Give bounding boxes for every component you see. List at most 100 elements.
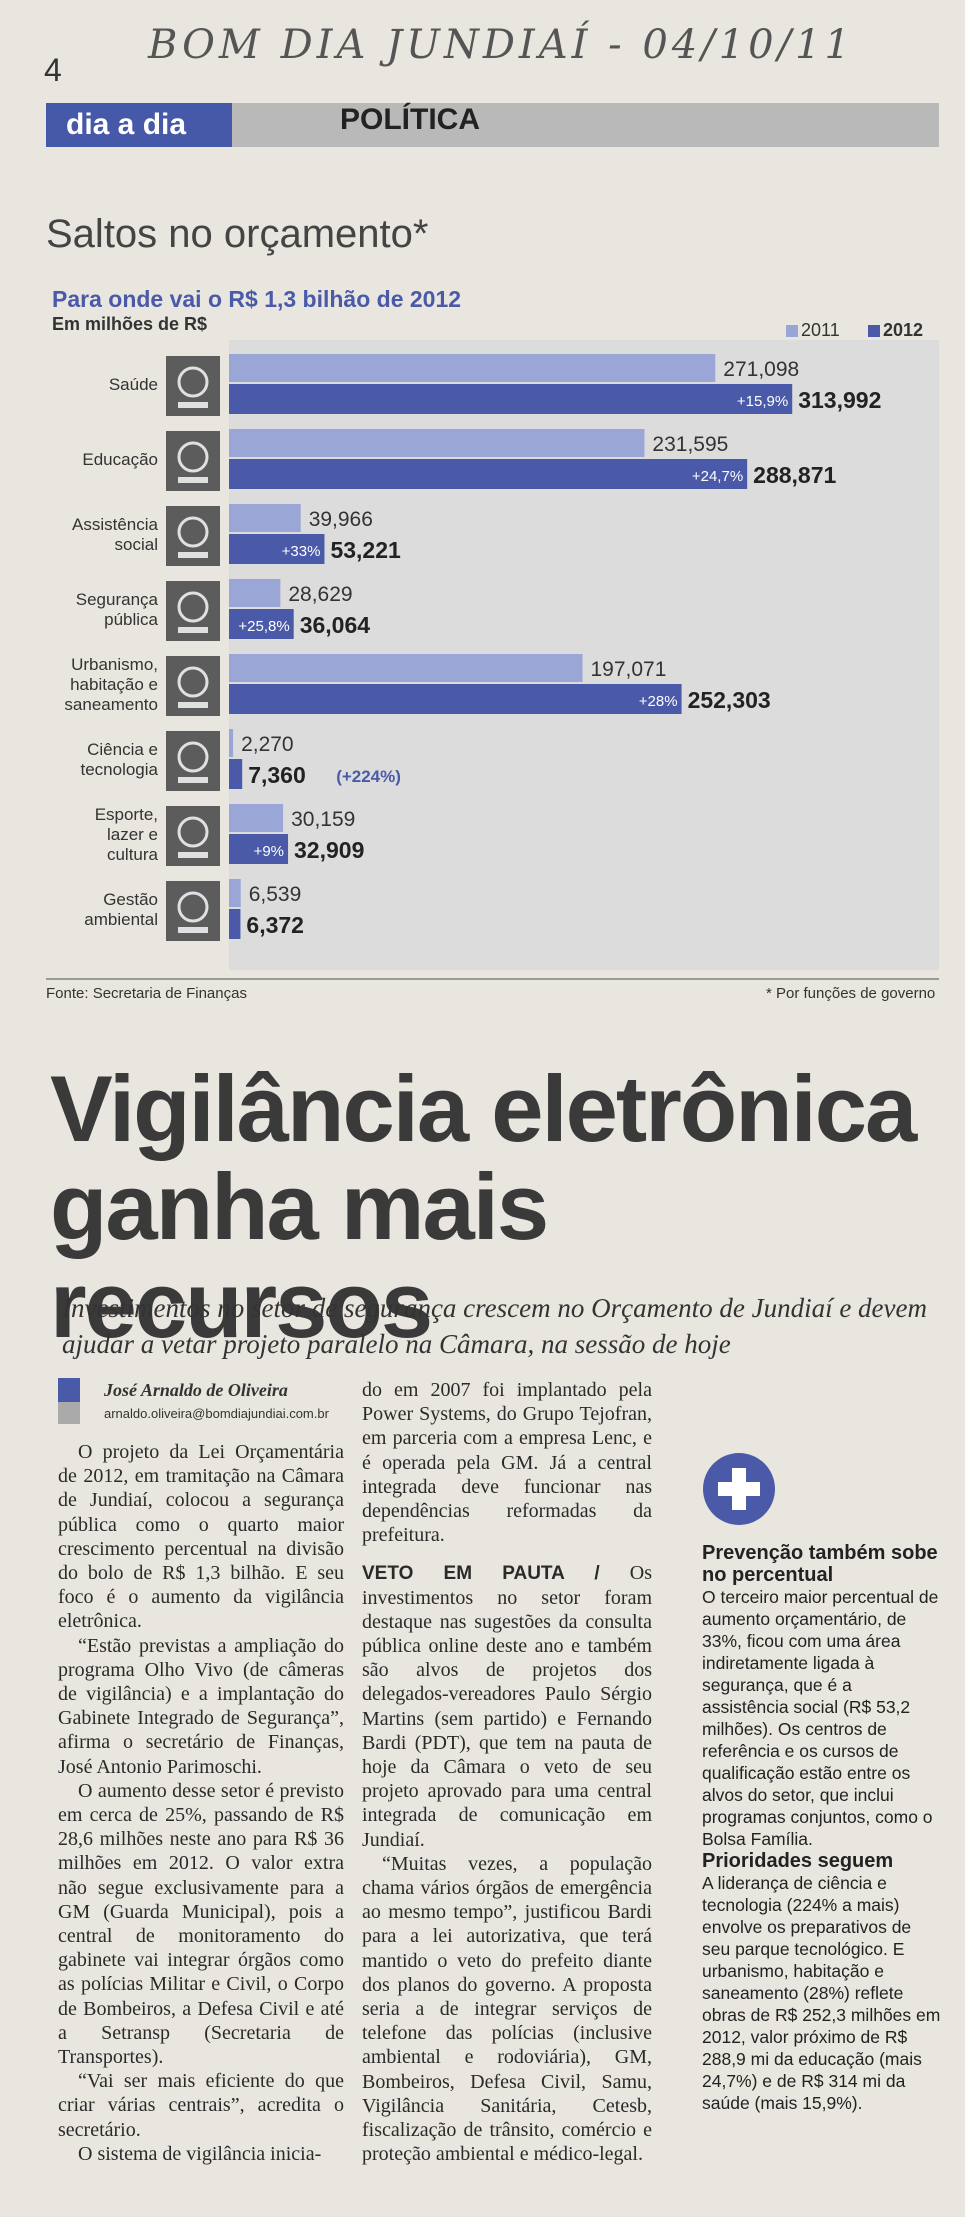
article-column-1: O projeto da Lei Orçamentária de 2012, e… (58, 1440, 344, 2166)
value-label-2012: 288,871 (753, 462, 836, 488)
category-label: Assistência (72, 515, 159, 534)
article-column-2: do em 2007 foi implantado pela Power Sys… (362, 1378, 652, 2167)
bar-2011 (229, 504, 301, 532)
headline-line: Vigilância eletrônica (50, 1056, 917, 1161)
growth-label: +28% (639, 693, 678, 710)
category-label: Ciência e (87, 740, 158, 759)
bar-2011 (229, 879, 241, 907)
pencil-ruler-icon-glyph-base (178, 477, 208, 483)
value-label-2012: 7,360 (248, 762, 306, 788)
author-email: arnaldo.oliveira@bomdiajundiai.com.br (104, 1406, 329, 1421)
soccer-ball-icon-glyph-base (178, 852, 208, 858)
bar-2012 (229, 534, 325, 564)
legend-label: 2011 (801, 320, 840, 340)
paragraph: VETO EM PAUTA / Os investimentos no seto… (362, 1561, 652, 1851)
author-mark (58, 1402, 80, 1424)
growth-label: +15,9% (737, 393, 788, 410)
bar-2012 (229, 609, 294, 639)
bar-2012 (229, 834, 289, 864)
bar-2012 (229, 759, 243, 789)
paragraph: O aumento desse setor é previsto em cerc… (58, 1779, 344, 2069)
sidebar-box-1: Prevenção também sobe no percentual O te… (702, 1542, 942, 1850)
bar-2011 (229, 354, 716, 382)
value-label-2011: 6,539 (249, 883, 302, 906)
bar-2012 (229, 459, 748, 489)
category-label: lazer e (107, 825, 158, 844)
bar-2011 (229, 429, 645, 457)
bar-2011 (229, 579, 281, 607)
value-label-2012: 53,221 (330, 537, 401, 563)
value-label-2011: 2,270 (241, 733, 294, 756)
subhead: VETO EM PAUTA / (362, 1563, 630, 1585)
value-label-2011: 28,629 (288, 583, 352, 606)
stethoscope-cross-icon-glyph (177, 366, 209, 398)
handcuffs-icon-glyph-base (178, 627, 208, 633)
chart-divider (46, 978, 939, 980)
bar-2012 (229, 909, 241, 939)
growth-label: +25,8% (238, 618, 289, 635)
house-icon-glyph-base (178, 702, 208, 708)
growth-label: +9% (254, 843, 284, 860)
stethoscope-cross-icon-glyph-base (178, 402, 208, 408)
chart-subtitle: Para onde vai o R$ 1,3 bilhão de 2012 (52, 286, 462, 312)
fist-icon-glyph (177, 516, 209, 548)
paragraph-text: Os investimentos no setor foram destaque… (362, 1562, 652, 1851)
category-label: Gestão (103, 890, 158, 909)
plus-icon-bar (732, 1468, 746, 1510)
section-title: POLÍTICA (340, 103, 480, 136)
category-label: saneamento (64, 695, 158, 714)
author-mark (58, 1378, 80, 1402)
category-label: ambiental (84, 910, 158, 929)
paragraph: O projeto da Lei Orçamentária de 2012, e… (58, 1441, 344, 1633)
handwritten-note: BOM DIA JUNDIAÍ - 04/10/11 (148, 22, 854, 68)
bar-2011 (229, 654, 583, 682)
headline: Vigilância eletrônica ganha mais recurso… (50, 1060, 940, 1354)
chart-title: Saltos no orçamento* (46, 212, 429, 256)
category-label: Educação (82, 450, 158, 469)
bar-2011 (229, 804, 284, 832)
sidebar-text: O terceiro maior percentual de aumento o… (702, 1587, 939, 1849)
chart-source: Fonte: Secretaria de Finanças (46, 985, 247, 1002)
paragraph: do em 2007 foi implantado pela Power Sys… (362, 1379, 652, 1547)
paragraph: “Muitas vezes, a população chama vários … (362, 1852, 652, 2166)
value-label-2012: 252,303 (688, 687, 771, 713)
value-label-2011: 39,966 (309, 508, 373, 531)
growth-label: +24,7% (692, 468, 743, 485)
value-label-2012: 36,064 (300, 612, 371, 638)
tree-icon-glyph-base (178, 927, 208, 933)
category-label: pública (104, 610, 158, 629)
value-label-2011: 231,595 (652, 433, 728, 456)
legend-label: 2012 (883, 320, 924, 340)
section-label: dia a dia (46, 103, 232, 147)
category-label: Segurança (76, 590, 159, 609)
fist-icon-glyph-base (178, 552, 208, 558)
bar-2011 (229, 729, 234, 757)
soccer-ball-icon-glyph (177, 816, 209, 848)
paragraph: O sistema de vigilância inicia- (78, 2142, 322, 2165)
house-icon-glyph (177, 666, 209, 698)
value-label-2011: 271,098 (723, 358, 799, 381)
bar-2012 (229, 384, 793, 414)
category-label: tecnologia (80, 760, 158, 779)
value-label-2012: 6,372 (246, 912, 304, 938)
category-label: Urbanismo, (71, 655, 158, 674)
category-label: cultura (107, 845, 159, 864)
sidebar-box-2: Prioridades seguem A liderança de ciênci… (702, 1850, 942, 2114)
category-label: habitação e (70, 675, 158, 694)
value-label-2011: 197,071 (590, 658, 666, 681)
tree-icon-glyph (177, 891, 209, 923)
headline-line: ganha mais recursos (50, 1154, 549, 1357)
page-number: 4 (44, 52, 62, 88)
category-label: Saúde (109, 375, 158, 394)
paragraph: “Estão previstas a ampliação do programa… (58, 1634, 344, 1778)
pencil-ruler-icon-glyph (177, 441, 209, 473)
microscope-icon-glyph (177, 741, 209, 773)
sidebar-text: A liderança de ciência e tecnologia (224… (702, 1873, 941, 2113)
deck: Investimentos no setor de segurança cres… (62, 1293, 928, 1359)
legend-2012: 2012 (868, 320, 923, 341)
handcuffs-icon-glyph (177, 591, 209, 623)
category-label: social (115, 535, 158, 554)
sidebar-title: Prevenção também sobe no percentual (702, 1542, 938, 1586)
paragraph: “Vai ser mais eficiente do que criar vár… (58, 2070, 344, 2141)
value-label-2012: 313,992 (798, 387, 881, 413)
